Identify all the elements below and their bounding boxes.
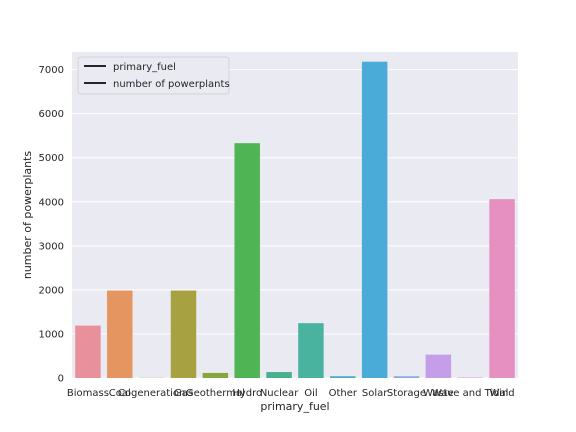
x-tick-labels: Biomass CoalCogenerationGasGeothermalHydr… <box>67 388 515 399</box>
y-tick-label: 6000 <box>39 109 64 120</box>
x-tick-label: Other <box>329 388 358 399</box>
bar-solar <box>361 61 388 378</box>
bar-gas <box>170 290 197 378</box>
bar-other <box>330 376 356 378</box>
bar-geothermal <box>202 372 229 378</box>
legend-box <box>77 56 230 95</box>
bar-hydro <box>234 143 260 378</box>
x-tick-label: Gas <box>174 388 193 399</box>
y-tick-label: 0 <box>58 374 64 385</box>
y-tick-label: 7000 <box>39 65 64 76</box>
bar-oil <box>298 323 324 378</box>
legend-entry-number-of-powerplants: number of powerplants <box>113 79 230 90</box>
bar-biomass <box>75 325 101 378</box>
legend: primary_fuel number of powerplants <box>77 56 230 95</box>
x-tick-label: Waste <box>423 388 454 399</box>
x-tick-label: Solar <box>362 388 388 399</box>
x-tick-label: Biomass <box>67 388 109 399</box>
y-tick-label: 2000 <box>39 285 64 296</box>
x-tick-label: Nuclear <box>260 388 299 399</box>
x-tick-label: Cogeneration <box>118 388 186 399</box>
x-tick-label: Oil <box>304 388 317 399</box>
bar-coal <box>107 290 133 378</box>
bar-nuclear <box>266 372 292 378</box>
plot-area <box>72 52 518 378</box>
y-tick-label: 5000 <box>39 153 64 164</box>
x-axis-label: primary_fuel <box>260 400 329 413</box>
y-axis-label: number of powerplants <box>21 151 34 280</box>
bar-storage <box>393 376 420 378</box>
y-tick-labels: 0 1000 2000 3000 4000 5000 6000 7000 <box>39 65 64 384</box>
y-tick-label: 4000 <box>39 197 64 208</box>
y-tick-label: 3000 <box>39 241 64 252</box>
x-tick-label: Geothermal <box>186 388 245 399</box>
bar-waste <box>425 354 452 378</box>
x-tick-label: Coal <box>109 388 131 399</box>
x-tick-label: Wind <box>490 388 515 399</box>
bar-wind <box>489 199 515 378</box>
x-tick-label: Hydro <box>232 388 262 399</box>
gridlines <box>72 69 518 379</box>
x-tick-label: Wave and Tidal <box>432 388 508 399</box>
y-tick-label: 1000 <box>39 329 64 340</box>
bars <box>75 61 515 378</box>
x-tick-label: Storage <box>387 388 426 399</box>
legend-entry-primary-fuel: primary_fuel <box>113 62 176 73</box>
